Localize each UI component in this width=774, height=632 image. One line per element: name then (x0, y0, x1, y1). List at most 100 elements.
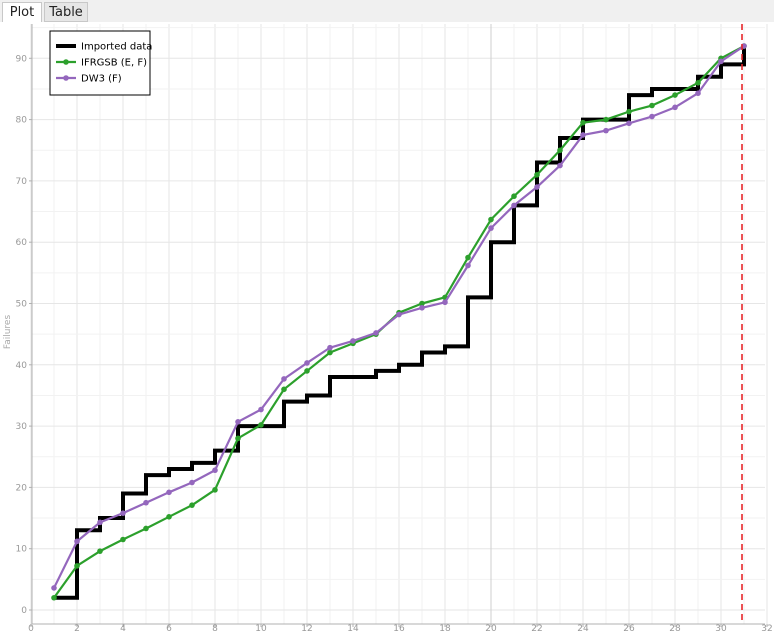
x-tick-label: 18 (439, 624, 451, 632)
tab-table[interactable]: Table (44, 2, 88, 22)
legend: Imported data IFRGSB (E, F) DW3 (F) (49, 30, 152, 96)
data-point-dw3-f (396, 311, 402, 318)
data-point-dw3-f (511, 202, 517, 209)
data-point-ifrgsb-e-f (120, 536, 126, 543)
x-tick-label: 4 (120, 624, 126, 632)
y-tick-label: 80 (16, 116, 28, 126)
data-point-dw3-f (258, 406, 264, 413)
x-tick-label: 22 (531, 624, 542, 632)
x-tick-label: 24 (577, 624, 589, 632)
data-point-dw3-f (304, 360, 310, 366)
x-tick-label: 12 (301, 624, 312, 632)
x-tick-label: 6 (166, 624, 172, 632)
data-point-dw3-f (695, 90, 701, 97)
y-tick-label: 10 (16, 545, 28, 555)
data-point-ifrgsb-e-f (419, 300, 425, 307)
data-point-dw3-f (557, 162, 563, 169)
data-point-dw3-f (281, 376, 287, 382)
y-tick-label: 40 (16, 361, 28, 371)
data-point-ifrgsb-e-f (212, 487, 218, 493)
legend-marker-dw3-f (63, 75, 69, 81)
data-point-dw3-f (626, 120, 632, 127)
data-point-dw3-f (97, 519, 103, 526)
x-tick-label: 20 (485, 624, 497, 632)
axes (29, 24, 768, 627)
data-point-ifrgsb-e-f (488, 216, 494, 223)
data-point-dw3-f (442, 299, 448, 306)
data-point-dw3-f (166, 489, 172, 496)
y-tick-labels: 0 10 20 30 40 50 60 70 80 90 (16, 54, 28, 616)
data-point-ifrgsb-e-f (695, 80, 701, 86)
data-point-dw3-f (74, 538, 80, 545)
data-point-ifrgsb-e-f (580, 119, 586, 126)
data-point-ifrgsb-e-f (672, 92, 678, 98)
data-point-dw3-f (534, 184, 540, 190)
data-point-dw3-f (189, 479, 195, 486)
failures-chart: 0 2 4 6 8 10 12 14 16 18 20 22 24 26 28 30 32 0102030405… (0, 22, 774, 632)
data-point-dw3-f (672, 104, 678, 111)
data-point-ifrgsb-e-f (235, 435, 241, 442)
data-point-dw3-f (143, 499, 149, 506)
data-point-dw3-f (649, 113, 655, 120)
data-point-dw3-f (419, 304, 425, 311)
data-point-ifrgsb-e-f (189, 502, 195, 508)
x-tick-label: 10 (255, 624, 267, 632)
data-point-ifrgsb-e-f (51, 594, 57, 601)
y-tick-label: 50 (16, 300, 28, 310)
data-point-dw3-f (120, 510, 126, 516)
data-point-dw3-f (465, 262, 471, 269)
data-point-dw3-f (350, 338, 356, 344)
legend-label-ifrgsb-e-f: IFRGSB (E, F) (81, 58, 147, 69)
x-tick-label: 28 (669, 624, 681, 632)
data-point-ifrgsb-e-f (557, 147, 563, 154)
data-point-ifrgsb-e-f (603, 116, 609, 123)
y-tick-label: 90 (16, 54, 28, 64)
x-tick-label: 16 (393, 624, 405, 632)
y-tick-label: 70 (16, 177, 28, 187)
data-point-dw3-f (488, 225, 494, 231)
x-tick-label: 8 (212, 624, 218, 632)
data-point-ifrgsb-e-f (649, 102, 655, 109)
gridlines (30, 24, 768, 624)
x-tick-label: 14 (347, 624, 359, 632)
data-point-ifrgsb-e-f (143, 525, 149, 532)
plot-background (0, 22, 774, 632)
legend-label-dw3-f: DW3 (F) (81, 74, 122, 85)
data-point-dw3-f (51, 585, 57, 591)
data-point-dw3-f (718, 58, 724, 65)
data-point-ifrgsb-e-f (97, 548, 103, 554)
data-point-dw3-f (235, 419, 241, 425)
data-point-dw3-f (327, 344, 333, 351)
x-tick-labels: 0 2 4 6 8 10 12 14 16 18 20 22 24 26 28 30 32 (28, 624, 773, 632)
legend-label-imported-data: Imported data (81, 42, 152, 53)
legend-box (49, 30, 151, 96)
y-axis-title: Failures (3, 315, 13, 350)
x-tick-label: 30 (715, 624, 727, 632)
x-tick-label: 0 (28, 624, 34, 632)
x-tick-label: 26 (623, 624, 635, 632)
x-tick-label: 32 (761, 624, 772, 632)
data-point-ifrgsb-e-f (304, 368, 310, 374)
data-point-ifrgsb-e-f (626, 108, 632, 115)
data-point-ifrgsb-e-f (534, 171, 540, 178)
x-tick-label: 2 (74, 624, 80, 632)
data-point-dw3-f (580, 132, 586, 138)
series-line-imported-data (54, 46, 746, 600)
y-tick-label: 0 (21, 606, 27, 616)
data-point-ifrgsb-e-f (511, 193, 517, 200)
data-point-ifrgsb-e-f (166, 514, 172, 520)
data-point-ifrgsb-e-f (465, 254, 471, 261)
tab-bar: Plot Table (0, 0, 774, 23)
legend-marker-ifrgsb-e-f (63, 59, 69, 65)
y-tick-label: 60 (16, 238, 28, 248)
data-point-dw3-f (603, 127, 609, 134)
data-point-ifrgsb-e-f (327, 349, 333, 356)
data-point-ifrgsb-e-f (258, 422, 264, 428)
data-point-ifrgsb-e-f (74, 563, 80, 569)
data-point-ifrgsb-e-f (281, 386, 287, 393)
y-tick-label: 30 (16, 422, 28, 432)
y-tick-label: 20 (16, 483, 28, 493)
tab-plot[interactable]: Plot (2, 2, 42, 23)
data-point-dw3-f (212, 467, 218, 474)
data-point-dw3-f (373, 330, 379, 336)
